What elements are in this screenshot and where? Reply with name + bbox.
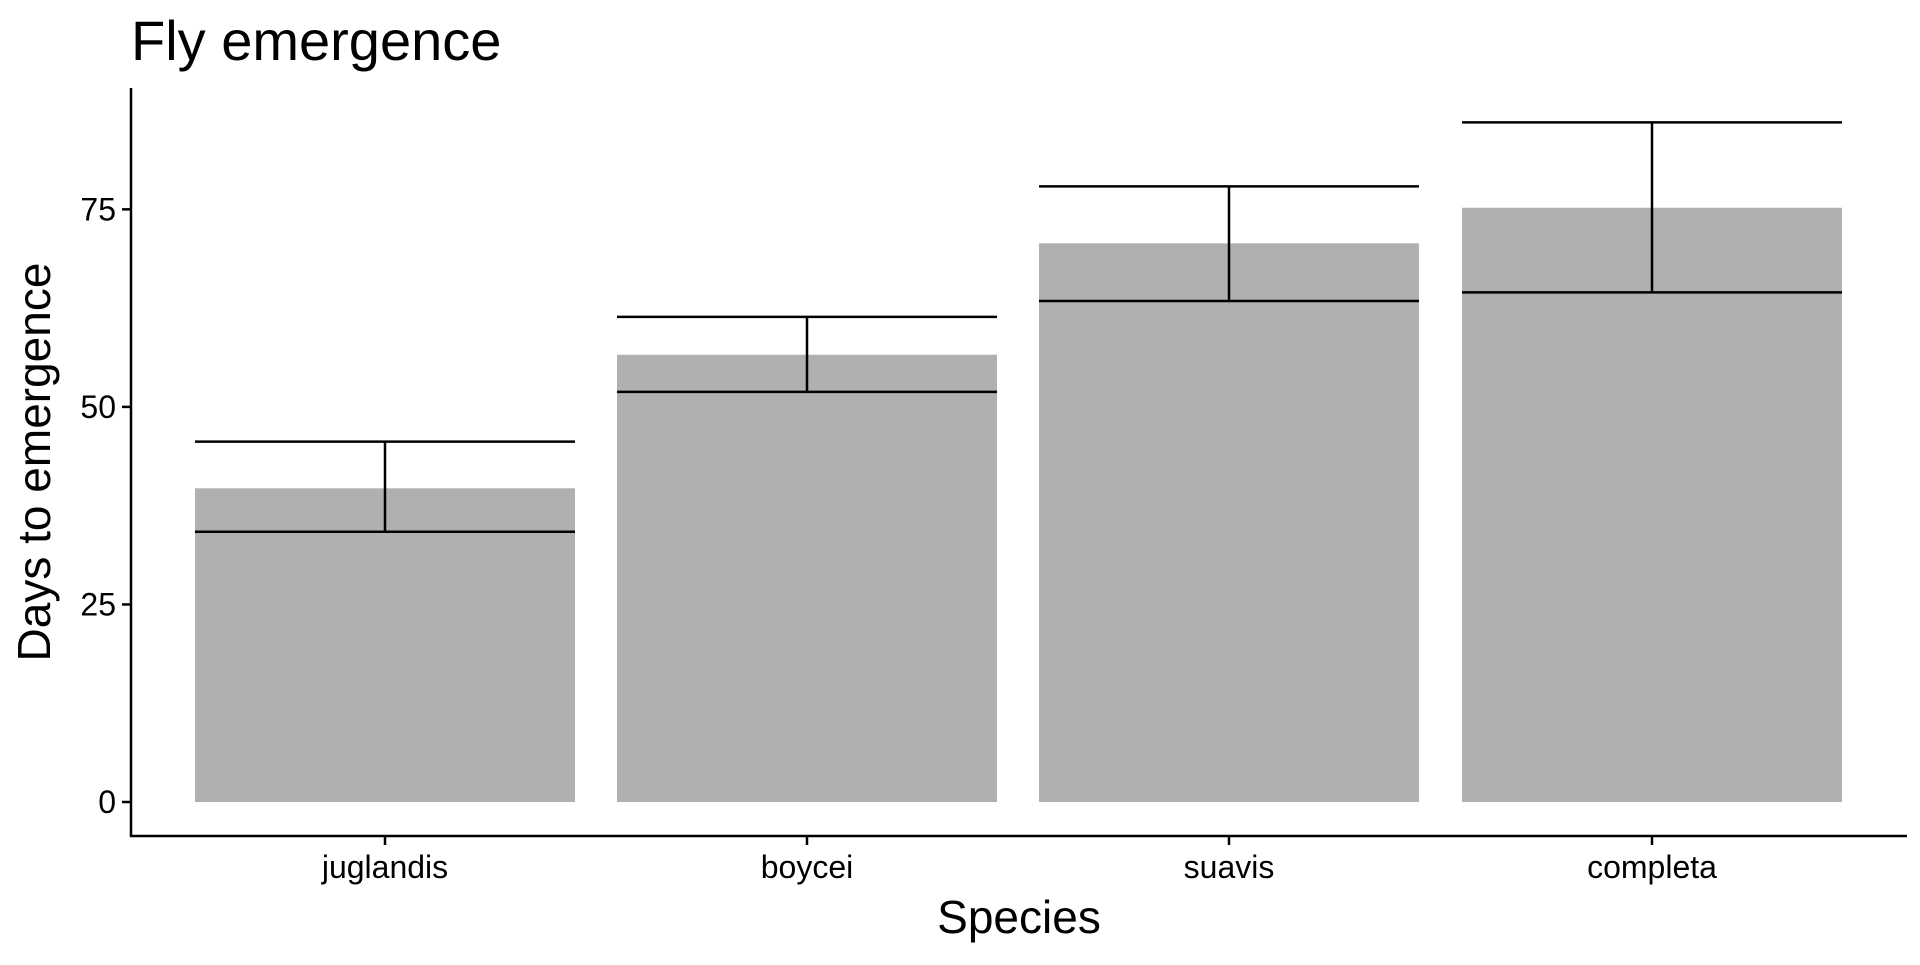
bar-boycei: [617, 354, 997, 802]
bar-completa: [1462, 207, 1842, 802]
x-axis-title: Species: [937, 891, 1101, 943]
y-tick-label: 25: [80, 586, 116, 622]
y-axis-title: Days to emergence: [8, 263, 60, 662]
x-tick-label: boycei: [761, 849, 854, 885]
x-tick-label: completa: [1587, 849, 1717, 885]
bar-juglandis: [195, 488, 575, 802]
error-bar-suavis: [1039, 185, 1419, 303]
x-tick-label: suavis: [1184, 849, 1275, 885]
y-tick-label: 0: [98, 784, 116, 820]
error-bar-completa: [1462, 121, 1842, 294]
x-tick-label: juglandis: [321, 849, 448, 885]
bar-suavis: [1039, 243, 1419, 802]
chart-title: Fly emergence: [131, 9, 501, 72]
error-bar-juglandis: [195, 440, 575, 534]
y-tick-label: 75: [80, 191, 116, 227]
y-tick-label: 50: [80, 389, 116, 425]
error-bar-boycei: [617, 315, 997, 394]
